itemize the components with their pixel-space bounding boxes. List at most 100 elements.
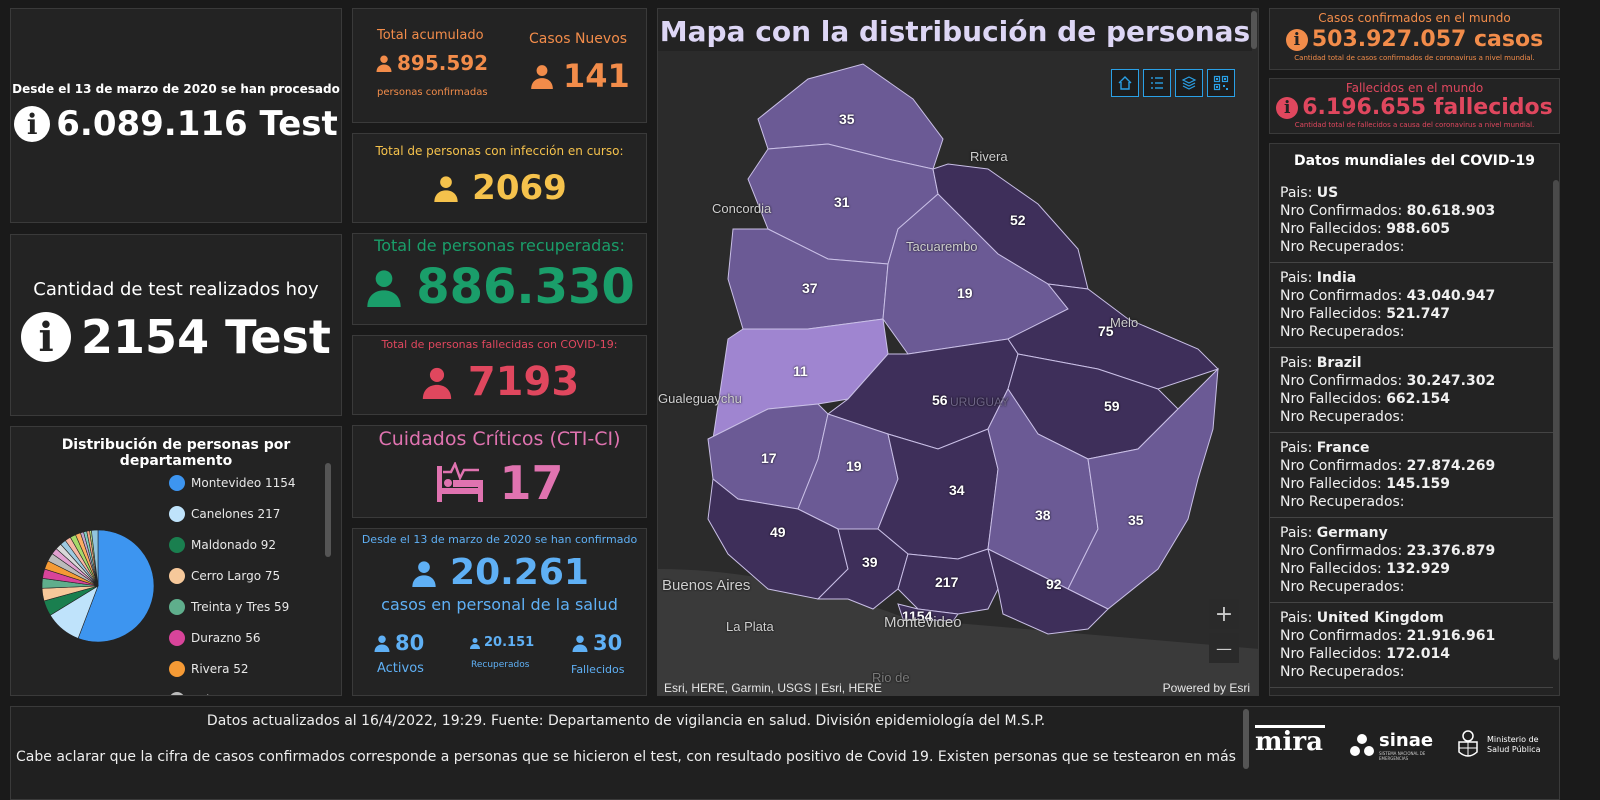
tests-today-caption: Cantidad de test realizados hoy <box>33 279 319 300</box>
country-row[interactable]: Pais: France Nro Confirmados: 27.874.269 N… <box>1270 433 1553 518</box>
legend-item[interactable]: Durazno 56 <box>169 622 329 653</box>
person-icon <box>412 560 436 587</box>
dept-label: 19 <box>957 285 973 301</box>
zoom-in-button[interactable]: + <box>1209 599 1239 629</box>
staff-active-value: 80 <box>395 631 425 655</box>
msp-logo: Ministerio de Salud Pública <box>1455 725 1555 765</box>
home-button[interactable] <box>1111 69 1139 97</box>
legend-scrollbar[interactable] <box>325 463 331 557</box>
person-icon <box>470 637 480 649</box>
country-list[interactable]: Pais: US Nro Confirmados: 80.618.903 Nro F… <box>1270 178 1553 695</box>
tests-today-value: 2154 Test <box>81 310 331 364</box>
dept-label: 31 <box>834 194 850 210</box>
country-confirmed: 80.618.903 <box>1406 203 1496 219</box>
city-label: Buenos Aires <box>662 577 751 594</box>
accumulated-value: 895.592 <box>397 51 489 75</box>
deaths-label: Nro Fallecidos: <box>1280 391 1382 407</box>
world-data-panel: Datos mundiales del COVID-19 Pais: US Nro… <box>1269 143 1560 696</box>
uruguay-map[interactable] <box>658 9 1259 696</box>
recovered-label: Nro Recuperados: <box>1280 239 1405 255</box>
country-confirmed: 23.376.879 <box>1406 543 1496 559</box>
person-icon <box>367 270 401 307</box>
country-row[interactable]: Pais: US Nro Confirmados: 80.618.903 Nro F… <box>1270 178 1553 263</box>
legend-item[interactable]: Canelones 217 <box>169 498 329 529</box>
footer-scrollbar[interactable] <box>1243 709 1249 769</box>
person-icon <box>572 635 588 652</box>
country-label: Pais: <box>1280 270 1313 286</box>
critical-value: 17 <box>499 456 564 510</box>
legend-label: Maldonado 92 <box>191 537 277 552</box>
health-staff-panel: Desde el 13 de marzo de 2020 se han conf… <box>352 528 647 696</box>
staff-deceased-value: 30 <box>593 631 623 655</box>
dept-label: 39 <box>862 554 878 570</box>
legend-button[interactable] <box>1143 69 1171 97</box>
person-icon <box>376 55 392 72</box>
info-icon: i <box>21 312 72 362</box>
map-title-scrollbar[interactable] <box>1251 11 1257 49</box>
legend-label: Durazno 56 <box>191 630 261 645</box>
legend-label: Treinta y Tres 59 <box>191 599 290 614</box>
confirmed-label: Nro Confirmados: <box>1280 203 1403 219</box>
legend-swatch <box>169 660 185 677</box>
country-list-scrollbar[interactable] <box>1553 180 1559 660</box>
country-row[interactable]: Pais: United Kingdom Nro Confirmados: 21.… <box>1270 603 1553 688</box>
staff-recovered-value: 20.151 <box>484 635 535 650</box>
country-row[interactable]: Pais: Germany Nro Confirmados: 23.376.879… <box>1270 518 1553 603</box>
recovered-label: Nro Recuperados: <box>1280 324 1405 340</box>
confirmed-label: Nro Confirmados: <box>1280 458 1403 474</box>
legend-item[interactable]: Rivera 52 <box>169 653 329 684</box>
info-icon: i <box>1276 96 1299 119</box>
dept-label: 17 <box>761 450 777 466</box>
pie-slice[interactable] <box>91 529 99 587</box>
confirmed-label: Nro Confirmados: <box>1280 373 1403 389</box>
recovered-label: Nro Recuperados: <box>1280 664 1405 680</box>
map-panel[interactable]: Mapa con la distribución de personas <box>657 8 1259 696</box>
country-confirmed: 27.874.269 <box>1406 458 1496 474</box>
country-deaths: 662.154 <box>1386 391 1450 407</box>
qr-button[interactable] <box>1207 69 1235 97</box>
legend-item[interactable]: Cerro Largo 75 <box>169 560 329 591</box>
country-name: US <box>1316 185 1339 201</box>
map-powered-by[interactable]: Powered by Esri <box>1162 681 1250 695</box>
health-staff-value: 20.261 <box>450 552 589 593</box>
footer-update-text: Datos actualizados al 16/4/2022, 19:29. … <box>206 713 1046 729</box>
legend-swatch <box>169 536 185 553</box>
zoom-out-button[interactable]: — <box>1209 633 1239 663</box>
tests-total-value: 6.089.116 Test <box>56 104 338 144</box>
world-deceased-panel: Fallecidos en el mundo i 6.196.655 falle… <box>1269 78 1560 134</box>
sinae-icon <box>1350 734 1374 756</box>
recovered-label: Nro Recuperados: <box>1280 494 1405 510</box>
country-row[interactable]: Pais: India Nro Confirmados: 43.040.947 Nr… <box>1270 263 1553 348</box>
city-label: La Plata <box>726 619 774 634</box>
country-label: Pais: <box>1280 440 1313 456</box>
legend-swatch <box>169 691 185 695</box>
deaths-label: Nro Fallecidos: <box>1280 221 1382 237</box>
deaths-label: Nro Fallecidos: <box>1280 306 1382 322</box>
dept-label: 49 <box>770 524 786 540</box>
department-pie-chart <box>41 529 155 643</box>
info-icon: i <box>1285 28 1308 51</box>
country-name: United Kingdom <box>1316 610 1444 626</box>
layers-icon <box>1181 76 1197 90</box>
department-distribution-panel: Distribución de personas por departament… <box>10 426 342 696</box>
dept-label: 38 <box>1035 507 1051 523</box>
world-confirmed-title: Casos confirmados en el mundo <box>1318 11 1511 25</box>
recovered-panel: Total de personas recuperadas: 886.330 <box>352 233 647 325</box>
footer-panel: Datos actualizados al 16/4/2022, 19:29. … <box>10 706 1560 800</box>
staff-deceased-label: Fallecidos <box>571 663 625 676</box>
person-icon <box>531 65 553 89</box>
country-row[interactable]: Pais: Brazil Nro Confirmados: 30.247.302 N… <box>1270 348 1553 433</box>
country-label: Pais: <box>1280 525 1313 541</box>
world-confirmed-panel: Casos confirmados en el mundo i 503.927.… <box>1269 8 1560 70</box>
legend-item[interactable]: Maldonado 92 <box>169 529 329 560</box>
legend-item[interactable]: Treinta y Tres 59 <box>169 591 329 622</box>
layers-button[interactable] <box>1175 69 1203 97</box>
legend-item[interactable]: Montevideo 1154 <box>169 467 329 498</box>
dept-label: 1154 <box>902 608 933 624</box>
dept-label: 34 <box>949 482 965 498</box>
legend-item[interactable]: Salto 49 <box>169 684 329 695</box>
pie-title: Distribución de personas por departament… <box>61 437 291 469</box>
accumulated-sub: personas confirmadas <box>377 87 488 98</box>
dept-montevideo <box>897 603 959 622</box>
pie-slice[interactable] <box>77 529 155 643</box>
